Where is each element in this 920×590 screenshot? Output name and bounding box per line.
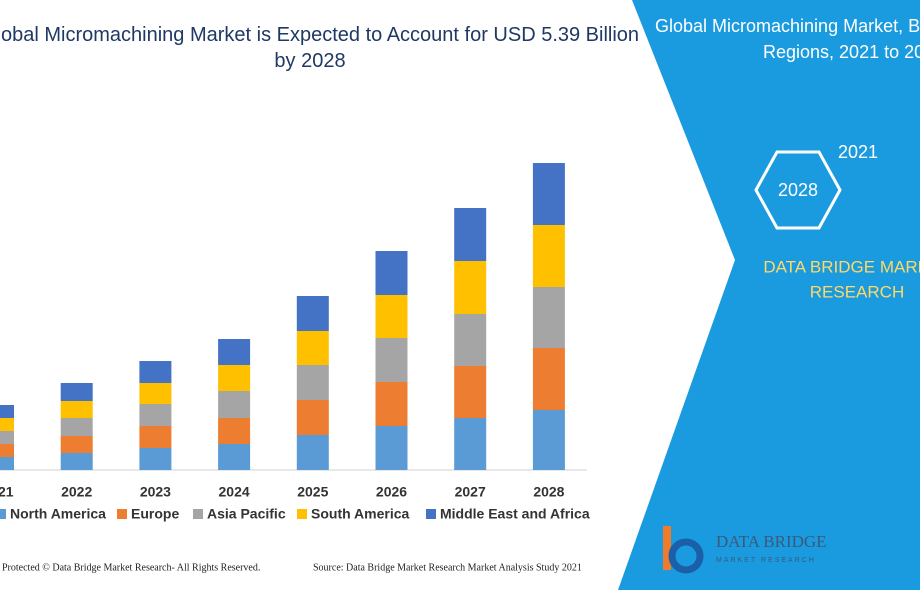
legend-swatch [0,509,6,519]
bar-segment [60,418,93,436]
bar-segment [296,365,329,400]
bar-segment [296,400,329,435]
legend-swatch [426,509,436,519]
bar-segment [454,261,487,314]
bar-segment [60,453,93,470]
legend-label: Europe [131,506,179,522]
bar-segment [296,296,329,331]
bar-segment [0,457,14,470]
bar-segment [375,338,408,382]
chart: 2021 2022 2023 2024 2025 2026 2027 2028 North Am… [0,163,590,522]
x-tick-label: 2022 [61,484,92,500]
legend-swatch [117,509,127,519]
bar-segment [139,426,172,448]
bar-segment [532,163,565,225]
bar-segment [296,435,329,470]
x-tick-label: 2028 [533,484,564,500]
bar-segment [532,287,565,348]
bar-segment [139,383,172,404]
x-tick-label: 2027 [455,484,486,500]
bar-segment [218,365,251,391]
panel-title: Global Micromachining Market, By [655,16,920,36]
legend-swatch [193,509,203,519]
bar-segment [454,418,487,470]
hexagon-label: 2021 [838,142,878,162]
x-tick-label: 2026 [376,484,407,500]
bar-segment [139,448,172,470]
brand: DATA BRIDGE MARKET [763,257,920,276]
brand: RESEARCH [810,282,904,301]
x-tick-label: 2024 [219,484,250,500]
bar-segment [60,436,93,453]
bar-segment [218,391,251,418]
bar-segment [375,382,408,426]
copyright: Protected © Data Bridge Market Research-… [2,562,260,573]
bar-segment [139,361,172,383]
bar-segment [0,444,14,457]
bar-segment [375,426,408,470]
bar-segment [218,444,251,470]
source: Source: Data Bridge Market Research Mark… [313,562,582,573]
bar-segment [375,251,408,295]
bar-segment [218,418,251,444]
bar-segment [454,208,487,261]
legend-label: South America [311,506,409,522]
x-tick-label: 2025 [297,484,328,500]
bar-segment [0,418,14,431]
panel-title: Regions, 2021 to 2028 [763,42,920,62]
bar-segment [454,314,487,366]
logo-icon [663,526,704,574]
bar-segment [60,383,93,401]
bar-segment [139,404,172,426]
bar-segment [532,348,565,410]
bar-segment [296,331,329,365]
legend-label: Middle East and Africa [440,506,590,522]
logo-name: DATA BRIDGE [716,532,827,551]
logo-tagline: MARKET RESEARCH [716,557,816,564]
x-tick-label: 2021 [0,484,14,500]
bar-segment [0,431,14,444]
bar-segment [218,339,251,365]
legend-label: Asia Pacific [207,506,286,522]
legend-swatch [297,509,307,519]
hexagon [754,150,842,230]
bar-segment [375,295,408,338]
x-tick-label: 2023 [140,484,171,500]
chart-title: Global Micromachining Market is Expected… [0,24,639,72]
side-panel [618,0,920,590]
bar-segment [454,366,487,418]
bar-segment [532,225,565,287]
bar-segment [0,405,14,418]
bar-segment [532,410,565,470]
legend-label: North America [10,506,106,522]
hexagon-label: 2028 [778,180,818,200]
bar-segment [60,401,93,418]
